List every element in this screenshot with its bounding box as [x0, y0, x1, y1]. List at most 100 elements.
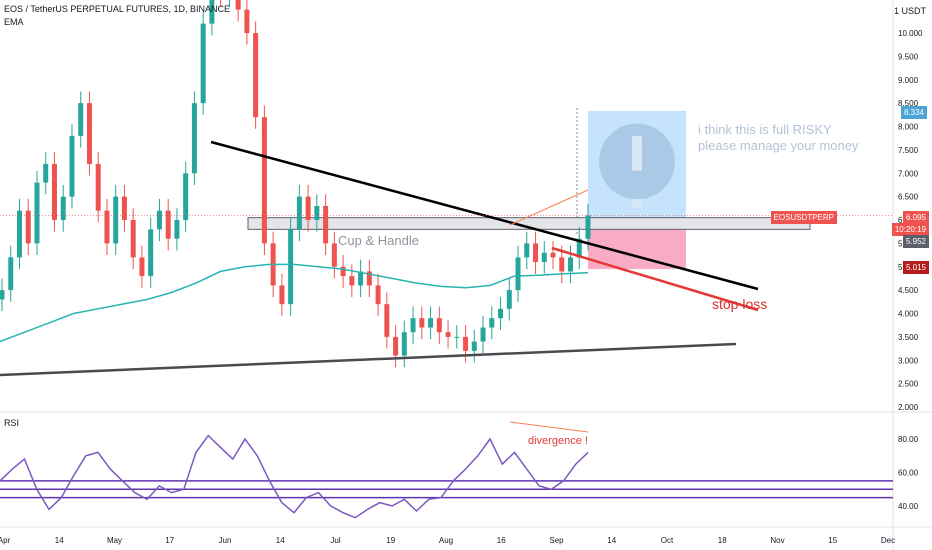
candle	[244, 9, 250, 33]
candle	[148, 229, 154, 277]
candle	[95, 163, 101, 211]
time-tick-label: 17	[165, 536, 174, 545]
candle	[506, 290, 512, 309]
candle	[489, 318, 495, 328]
candle	[463, 336, 469, 351]
time-tick-label: Nov	[770, 536, 784, 545]
rsi-label: RSI	[4, 418, 20, 428]
candle	[436, 318, 442, 333]
price-tick-label: 7.500	[898, 146, 919, 155]
candle	[410, 318, 416, 333]
candle	[331, 243, 337, 267]
time-tick-label: Aug	[439, 536, 453, 545]
entry-price-tag: 5.952	[902, 235, 929, 248]
candle	[253, 33, 259, 118]
stop-loss-line	[551, 246, 759, 312]
price-tick-label: 9.500	[898, 52, 919, 61]
price-tick-label: 2.000	[898, 403, 919, 412]
candle	[524, 243, 530, 258]
candle	[550, 252, 556, 258]
price-tick-label: 10.000	[898, 29, 923, 38]
candle	[480, 327, 486, 342]
candle	[139, 257, 145, 277]
stop-price-tag: 5.015	[902, 261, 929, 274]
candle	[130, 220, 136, 258]
candle	[384, 304, 390, 337]
candle	[43, 163, 49, 183]
rsi-divergence-line	[509, 421, 589, 433]
candle	[401, 332, 407, 356]
candle	[165, 210, 171, 239]
candle	[576, 238, 582, 258]
price-tick-label: 4.000	[898, 310, 919, 319]
candle	[200, 23, 206, 104]
price-tick-label: 3.500	[898, 333, 919, 342]
candle	[78, 103, 84, 136]
candle	[174, 220, 180, 239]
candle	[366, 271, 372, 286]
indicator-label: EMA	[4, 17, 24, 27]
candle	[533, 243, 539, 263]
candle	[104, 210, 110, 244]
symbol-title: EOS / TetherUS PERPETUAL FUTURES, 1D, BI…	[4, 4, 231, 14]
candle	[113, 196, 119, 244]
candle	[349, 276, 355, 286]
price-tick-label: 2.500	[898, 380, 919, 389]
candle	[419, 318, 425, 328]
support-trendline	[0, 342, 737, 377]
candle	[288, 229, 294, 305]
candle	[471, 341, 477, 351]
candle	[156, 210, 162, 230]
candle	[445, 332, 451, 337]
price-divergence-line	[509, 189, 589, 226]
time-tick-label: Apr	[0, 536, 11, 545]
candle	[279, 285, 285, 305]
candle	[25, 210, 31, 244]
risk-note-line2: please manage your money	[698, 138, 859, 153]
risk-warning-mark	[632, 135, 642, 171]
ema-line	[0, 263, 589, 343]
time-tick-label: Oct	[661, 536, 674, 545]
time-tick-label: Dec	[881, 536, 895, 545]
descending-trendline	[210, 140, 759, 291]
candle	[60, 196, 66, 220]
time-tick-label: 15	[828, 536, 837, 545]
divergence-label: divergence !	[528, 435, 588, 447]
last-price-tag: 6.095	[902, 211, 929, 224]
candle	[16, 210, 22, 258]
candle	[34, 182, 40, 244]
time-tick-label: Jul	[330, 536, 340, 545]
price-tick-label: 3.000	[898, 356, 919, 365]
price-tick-label: 9.000	[898, 76, 919, 85]
candle	[428, 318, 434, 328]
candle	[121, 196, 127, 220]
time-tick-label: 16	[497, 536, 506, 545]
candle	[305, 196, 311, 220]
candle	[498, 308, 504, 319]
time-tick-label: Sep	[549, 536, 564, 545]
time-tick-label: 19	[386, 536, 395, 545]
candle	[296, 196, 302, 230]
cup-handle-label: Cup & Handle	[338, 233, 419, 248]
candle	[559, 257, 565, 272]
candle	[8, 257, 14, 291]
price-tick-label: 7.000	[898, 169, 919, 178]
price-tick-label: 8.500	[898, 99, 919, 108]
currency-unit: 1 USDT	[893, 6, 926, 16]
risk-note-line1: i think this is full RISKY	[698, 122, 832, 137]
target-price-tag: 8.334	[900, 106, 927, 119]
candle	[235, 0, 241, 10]
candle	[515, 257, 521, 291]
candle	[393, 336, 399, 356]
time-tick-label: Jun	[219, 536, 232, 545]
rsi-tick-label: 40.00	[898, 502, 919, 511]
rsi-tick-label: 60.00	[898, 469, 919, 478]
rsi-tick-label: 80.00	[898, 435, 919, 444]
risk-warning-dot	[632, 198, 642, 208]
time-tick-label: 14	[607, 536, 616, 545]
candle	[323, 205, 329, 244]
candle	[541, 252, 547, 263]
candle	[585, 215, 591, 239]
time-tick-label: 18	[718, 536, 727, 545]
